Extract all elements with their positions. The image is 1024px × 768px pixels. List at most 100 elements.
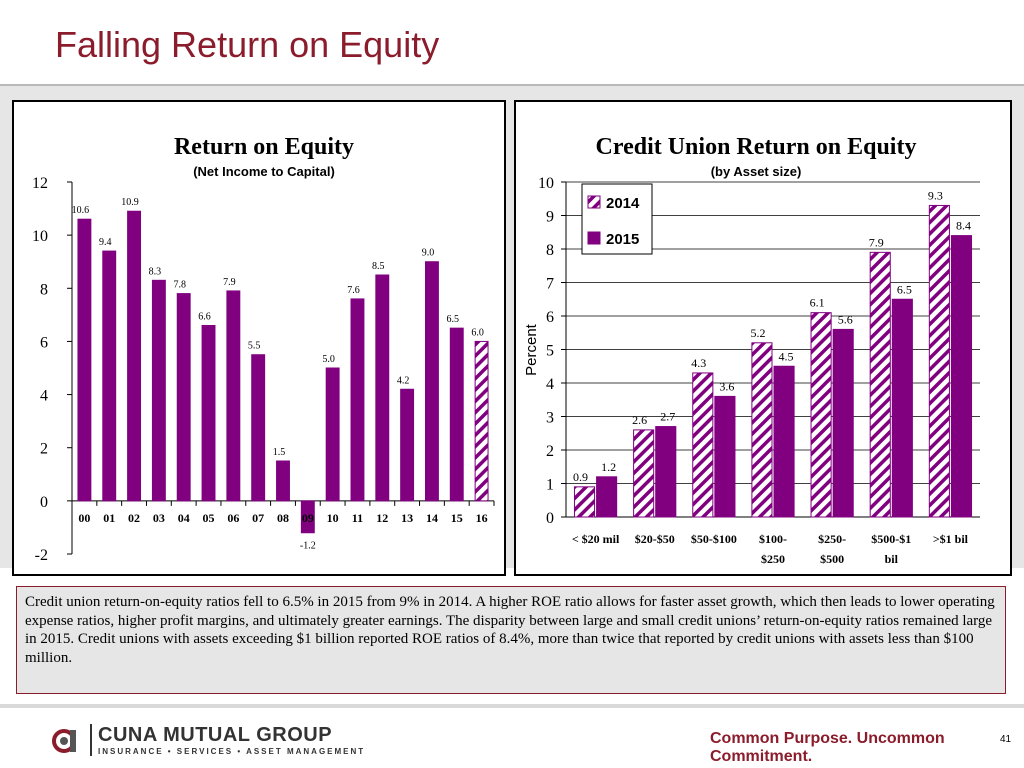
x-tick-label: 16 (476, 511, 488, 525)
data-label: 5.2 (750, 326, 765, 340)
data-label: 6.1 (810, 296, 825, 310)
data-label: -1.2 (300, 541, 316, 552)
credit-union-roe-chart: Credit Union Return on Equity (by Asset s… (514, 100, 1012, 576)
x-tick-label: $500 (820, 552, 844, 566)
slide-title: Falling Return on Equity (55, 24, 440, 65)
chart-title: Return on Equity (174, 134, 354, 160)
bar (251, 354, 266, 502)
bar (375, 274, 390, 502)
bar (891, 298, 913, 518)
bar (633, 429, 655, 518)
x-tick-label: 06 (227, 511, 239, 525)
x-tick-label: 12 (376, 511, 388, 525)
bar (102, 250, 117, 502)
x-tick-label: 13 (401, 511, 413, 525)
y-tick-label: 7 (546, 276, 554, 293)
y-tick-label: 3 (546, 410, 554, 427)
brand-name: CUNA MUTUAL GROUP (98, 724, 333, 746)
x-tick-label: 03 (153, 511, 165, 525)
slide-caption: Credit union return-on-equity ratios fel… (16, 586, 1006, 694)
data-label: 7.8 (173, 280, 186, 291)
x-tick-label: 05 (203, 511, 215, 525)
y-tick-label: 8 (546, 242, 554, 259)
bar (400, 388, 415, 502)
bar (77, 218, 92, 502)
credit-union-roe-svg: Credit Union Return on Equity (by Asset s… (523, 134, 980, 566)
bar (950, 235, 973, 518)
bar (474, 340, 489, 502)
chart-subtitle: (by Asset size) (711, 164, 802, 179)
data-label: 6.6 (198, 311, 211, 322)
chart-subtitle: (Net Income to Capital) (193, 164, 335, 179)
chart-title: Credit Union Return on Equity (596, 134, 917, 160)
data-label: 3.6 (719, 379, 734, 393)
y-tick-label: -2 (35, 547, 48, 564)
x-tick-label: $100- (759, 532, 787, 546)
data-label: 8.5 (372, 261, 385, 272)
x-tick-label: 09 (302, 511, 314, 525)
y-tick-label: 8 (40, 281, 48, 298)
y-tick-label: 4 (546, 376, 554, 393)
data-label: 7.6 (347, 285, 360, 296)
y-tick-label: 12 (32, 175, 48, 192)
x-tick-label: 02 (128, 511, 140, 525)
y-tick-label: 0 (40, 494, 48, 511)
bar (773, 365, 795, 518)
bar (276, 460, 290, 502)
y-tick-label: 5 (546, 343, 554, 360)
data-label: 10.6 (72, 205, 90, 216)
x-tick-label: 00 (78, 511, 90, 525)
footer-divider (0, 704, 1024, 708)
x-tick-label: < $20 mil (572, 532, 620, 546)
x-tick-label: bil (885, 552, 899, 566)
data-label: 2.7 (660, 410, 675, 424)
bar (869, 251, 891, 518)
data-label: 1.5 (273, 447, 286, 458)
bar (176, 293, 191, 502)
bar (928, 204, 950, 518)
data-label: 1.2 (601, 460, 616, 474)
cuna-logo-icon (52, 729, 76, 753)
data-label: 5.6 (838, 312, 853, 326)
data-label: 6.5 (447, 314, 460, 325)
data-label: 9.0 (422, 248, 435, 259)
bar (325, 367, 340, 502)
y-axis-label: Percent (523, 323, 540, 376)
y-tick-label: 4 (40, 388, 48, 405)
legend-swatch (587, 195, 601, 209)
y-tick-label: 0 (546, 510, 554, 527)
y-tick-label: 6 (40, 334, 48, 351)
y-tick-label: 10 (32, 228, 48, 245)
data-label: 8.4 (956, 219, 971, 233)
data-label: 4.5 (779, 349, 794, 363)
legend-swatch (587, 231, 601, 245)
bar (596, 476, 618, 518)
tagline: Common Purpose. Uncommon Commitment. (710, 730, 945, 765)
data-label: 6.5 (897, 282, 912, 296)
return-on-equity-svg: Return on Equity (Net Income to Capital) -… (32, 134, 495, 564)
bar (226, 290, 241, 502)
x-tick-label: >$1 bil (933, 532, 969, 546)
data-label: 10.9 (121, 197, 139, 208)
legend-label: 2014 (606, 195, 640, 212)
x-tick-label: 01 (103, 511, 115, 525)
bar (573, 486, 596, 518)
bar (151, 279, 166, 502)
x-tick-label: 10 (327, 511, 339, 525)
x-tick-label: $500-$1 (871, 532, 911, 546)
bar (300, 500, 315, 534)
bar (832, 328, 854, 518)
x-tick-label: 04 (178, 511, 190, 525)
data-label: 5.5 (248, 341, 260, 352)
logo-divider (90, 724, 92, 756)
y-tick-label: 9 (546, 209, 554, 226)
data-label: 4.3 (691, 356, 706, 370)
data-label: 4.2 (397, 375, 410, 386)
x-tick-label: 08 (277, 511, 289, 525)
x-tick-label: 14 (426, 511, 438, 525)
band-divider (0, 84, 1024, 86)
data-label: 6.0 (471, 327, 484, 338)
bar (449, 327, 464, 502)
bar (201, 324, 216, 502)
y-tick-label: 2 (40, 441, 48, 458)
